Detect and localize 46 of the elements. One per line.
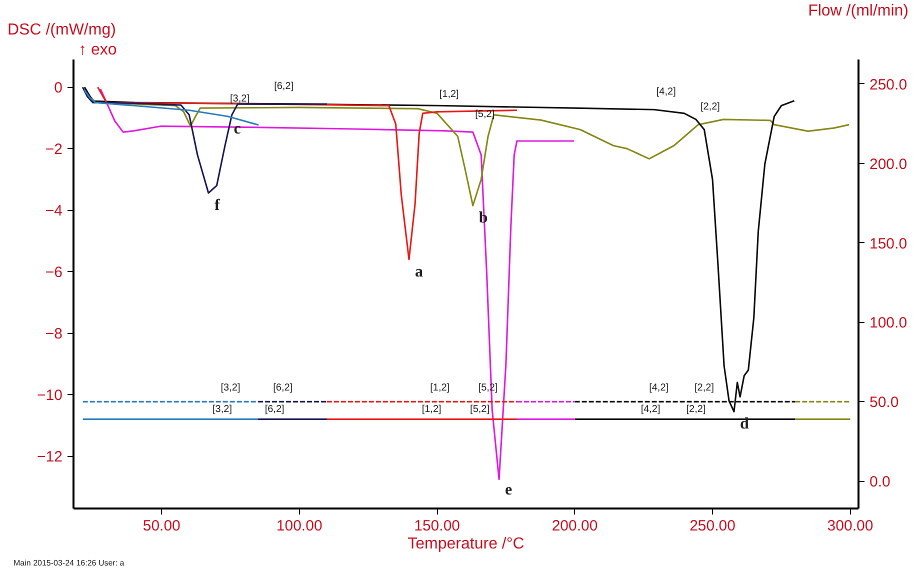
y-tick-label: −2 — [45, 141, 63, 158]
annotation: [3,2] — [220, 382, 240, 394]
annotation: d — [740, 416, 749, 433]
x-tick-label: 100.00 — [276, 518, 322, 534]
y-tick-label: −4 — [45, 202, 63, 220]
y-tick-label: 0 — [54, 80, 62, 97]
y-tick-label: −8 — [45, 326, 63, 343]
text: Main 2015-03-24 16:26 User: a — [14, 558, 125, 568]
y2-tick-label: 250.0 — [870, 76, 908, 94]
annotation: [5,2] — [470, 404, 490, 416]
annotation: f — [214, 196, 220, 214]
annotation: [2,2] — [686, 404, 706, 416]
y2-tick-label: 0.0 — [870, 474, 890, 491]
y-axis-title: DSC /(mW/mg) — [8, 22, 116, 38]
annotation: [4,2] — [656, 86, 676, 98]
x-tick-label: 300.00 — [827, 518, 874, 534]
x-tick-label: 150.00 — [414, 518, 460, 534]
annotation: [1,2] — [430, 382, 450, 394]
annotation: [2,2] — [700, 102, 720, 113]
x-tick-label: 200.00 — [552, 518, 598, 534]
annotation: [4,2] — [649, 382, 669, 394]
annotation: [3,2] — [212, 404, 232, 416]
annotation: [3,2] — [230, 93, 250, 104]
annotation: [4,2] — [640, 404, 660, 416]
x-tick-label: 50.00 — [142, 518, 180, 534]
annotation: e — [505, 481, 512, 498]
line-series — [84, 89, 260, 126]
text: ↑ exo — [78, 42, 117, 58]
y2-tick-label: 100.0 — [870, 314, 908, 332]
annotation: [6,2] — [264, 404, 285, 416]
x-axis-title: Temperature /°C — [408, 536, 524, 552]
y-tick-label: −12 — [37, 448, 63, 466]
annotation: [6,2] — [274, 81, 294, 92]
y2-tick-label: 50.0 — [870, 394, 899, 412]
y2-axis-title: Flow /(ml/min) — [808, 2, 908, 20]
annotation: [1,2] — [439, 88, 460, 100]
annotation: [1,2] — [422, 404, 442, 416]
x-tick-label: 250.00 — [690, 518, 736, 534]
annotation: [2,2] — [694, 382, 714, 394]
annotation: a — [414, 263, 423, 280]
y-tick-label: −6 — [45, 264, 63, 282]
y-tick-label: −10 — [37, 387, 63, 404]
annotation: [6,2] — [273, 382, 293, 394]
y2-tick-label: 150.0 — [870, 235, 908, 252]
y2-tick-label: 200.0 — [870, 156, 908, 173]
annotation: [5,2] — [475, 109, 495, 120]
